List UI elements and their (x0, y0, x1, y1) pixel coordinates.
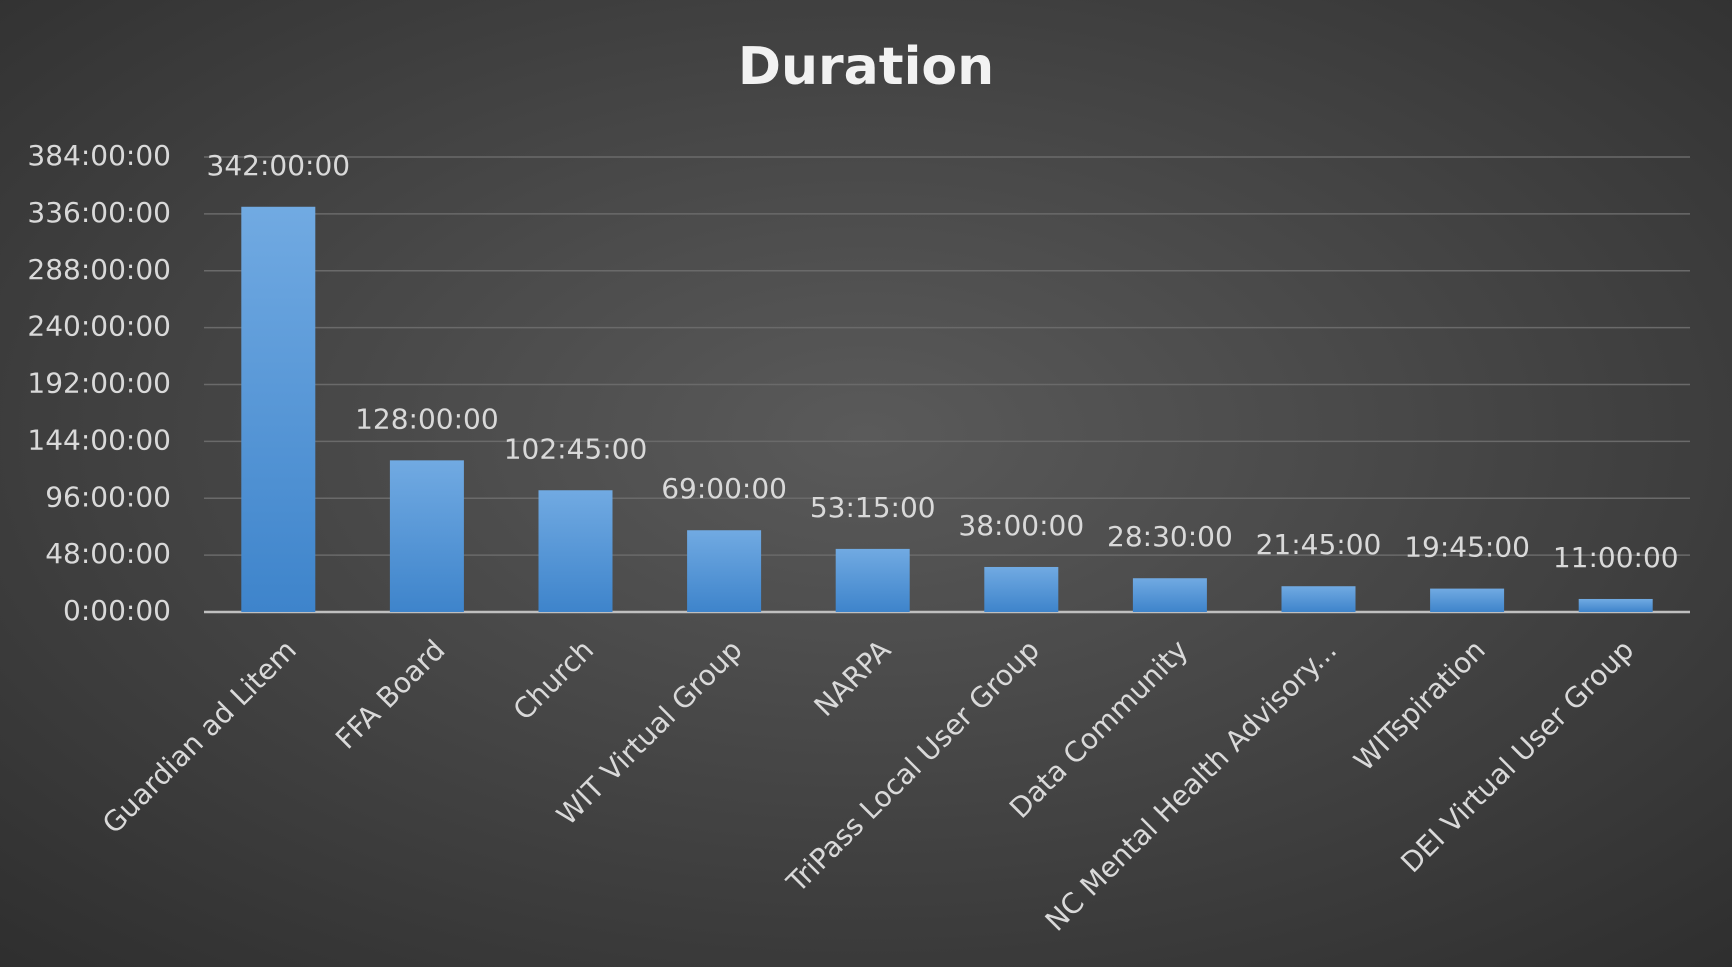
bar (241, 206, 316, 612)
data-label: 19:45:00 (1404, 531, 1530, 564)
data-label: 128:00:00 (355, 402, 499, 435)
bar (687, 530, 762, 612)
data-label: 69:00:00 (661, 472, 787, 505)
y-tick-label: 384:00:00 (27, 139, 171, 172)
bar (1578, 598, 1653, 612)
y-tick-label: 192:00:00 (27, 367, 171, 400)
data-label: 11:00:00 (1553, 541, 1679, 574)
bar (389, 460, 464, 612)
bar (984, 566, 1059, 612)
y-tick-label: 288:00:00 (27, 253, 171, 286)
data-label: 21:45:00 (1256, 528, 1382, 561)
y-tick-label: 144:00:00 (27, 423, 171, 456)
y-tick-label: 336:00:00 (27, 196, 171, 229)
chart-title: Duration (738, 37, 994, 97)
bar (1281, 586, 1356, 612)
data-label: 342:00:00 (207, 149, 351, 182)
data-label: 53:15:00 (810, 491, 936, 524)
bar (1430, 588, 1505, 612)
data-label: 38:00:00 (958, 509, 1084, 542)
y-tick-label: 96:00:00 (45, 480, 171, 513)
bar (835, 548, 910, 612)
bar (1132, 578, 1207, 612)
bar (538, 490, 613, 612)
y-tick-label: 0:00:00 (63, 594, 171, 627)
y-tick-label: 48:00:00 (45, 537, 171, 570)
data-label: 102:45:00 (504, 432, 648, 465)
y-tick-label: 240:00:00 (27, 310, 171, 343)
data-label: 28:30:00 (1107, 520, 1233, 553)
